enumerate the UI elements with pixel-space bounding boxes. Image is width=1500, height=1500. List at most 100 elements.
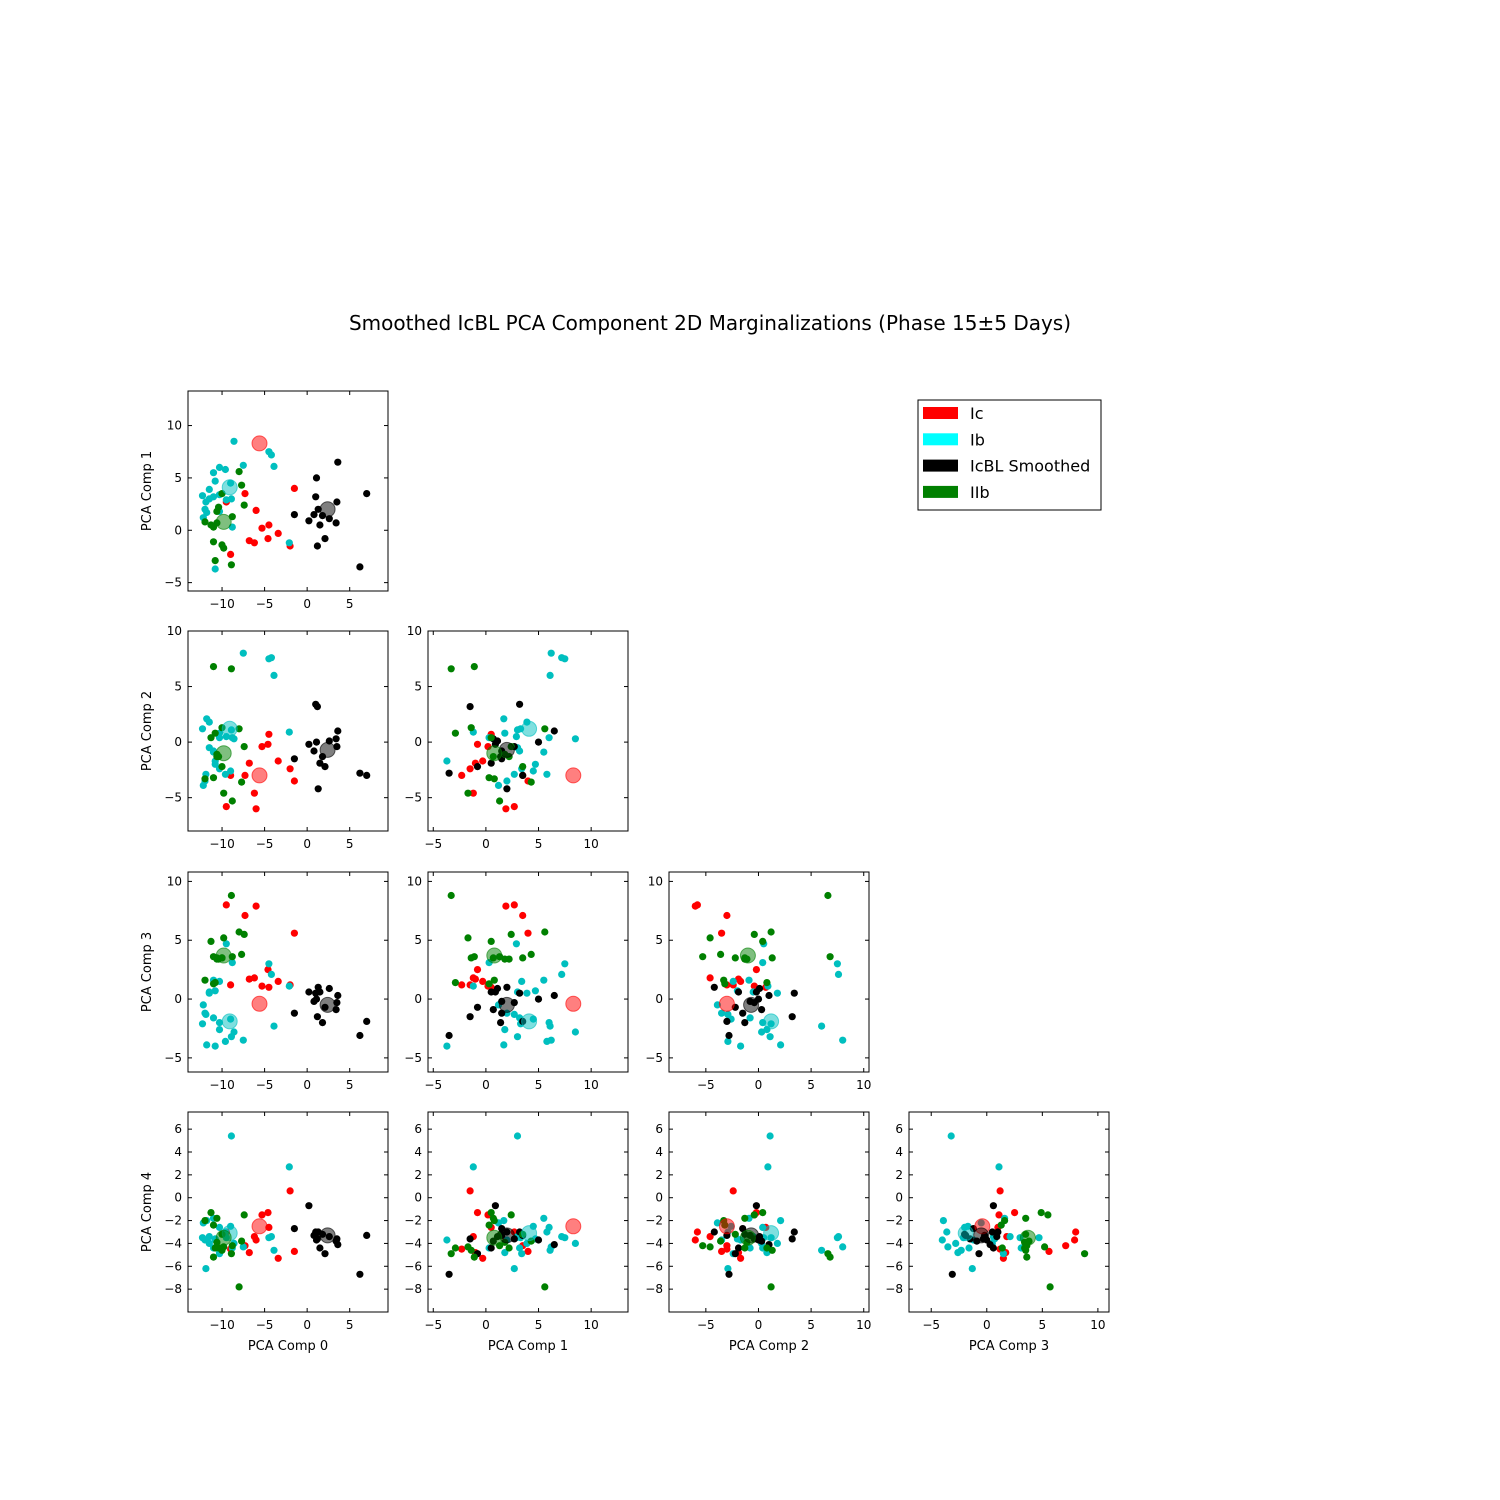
data-point	[198, 492, 207, 500]
data-point	[334, 991, 342, 1000]
data-point	[241, 911, 249, 920]
axes-frame	[187, 630, 389, 832]
x-tick-label: −10	[209, 597, 234, 611]
data-point	[363, 490, 371, 498]
data-point	[332, 519, 340, 527]
y-tick-label: 5	[174, 933, 182, 947]
data-point	[334, 458, 342, 466]
data-point	[274, 529, 282, 538]
data-point	[938, 1236, 946, 1244]
data-point	[227, 495, 235, 503]
data-point	[265, 521, 273, 529]
y-tick-label: −5	[164, 791, 182, 805]
data-point	[558, 654, 566, 662]
data-point	[519, 954, 527, 962]
mean-marker	[718, 1218, 735, 1235]
data-point	[777, 1041, 785, 1049]
data-point	[240, 743, 248, 751]
data-point	[491, 1202, 499, 1210]
data-point	[318, 1019, 327, 1027]
data-point	[765, 991, 773, 1000]
data-point	[485, 1221, 493, 1229]
y-tick-label: −8	[885, 1282, 903, 1296]
data-point	[531, 760, 540, 768]
axes-frame	[187, 390, 389, 592]
x-tick-label: 10	[856, 1078, 871, 1092]
data-point	[737, 1042, 745, 1050]
data-point	[759, 1209, 767, 1217]
data-point	[510, 901, 518, 909]
data-point	[312, 989, 320, 997]
data-point	[489, 1214, 497, 1222]
data-point	[512, 733, 521, 741]
y-tick-label: −5	[404, 791, 422, 805]
y-tick-label: 4	[895, 1145, 903, 1159]
data-point	[1081, 1250, 1089, 1258]
data-point	[239, 1036, 247, 1044]
mean-marker	[565, 1218, 582, 1235]
data-point	[752, 988, 761, 996]
data-point	[245, 759, 253, 767]
x-axis-label: PCA Comp 3	[969, 1339, 1049, 1354]
y-tick-label: 10	[407, 624, 422, 638]
y-tick-label: 2	[655, 1168, 663, 1182]
data-point	[706, 1243, 714, 1251]
x-tick-label: 10	[584, 1318, 599, 1332]
data-point	[227, 891, 235, 900]
data-point	[290, 484, 298, 492]
data-point	[490, 775, 498, 783]
y-tick-label: 0	[655, 992, 663, 1006]
data-point	[356, 563, 364, 571]
data-point	[993, 1233, 1001, 1241]
mean-marker	[251, 1218, 268, 1235]
data-point	[724, 1010, 732, 1019]
data-point	[356, 1270, 364, 1278]
data-point	[545, 1019, 553, 1027]
y-tick-label: 4	[655, 1145, 663, 1159]
data-point	[1001, 1217, 1009, 1225]
data-point	[228, 1242, 236, 1250]
data-point	[215, 1223, 224, 1231]
mean-marker	[486, 1229, 503, 1246]
mean-marker	[739, 947, 756, 964]
y-tick-label: 10	[648, 874, 663, 888]
data-point	[1041, 1243, 1049, 1251]
mean-marker	[319, 996, 336, 1013]
x-tick-label: −5	[256, 1078, 274, 1092]
data-point	[968, 1265, 976, 1273]
data-point	[241, 771, 249, 780]
data-point	[203, 1041, 211, 1049]
data-point	[818, 1022, 826, 1030]
data-point	[729, 1187, 737, 1195]
data-point	[545, 1223, 553, 1231]
data-point	[469, 982, 477, 990]
data-point	[788, 1235, 796, 1243]
data-point	[290, 1247, 298, 1255]
data-point	[312, 493, 320, 501]
data-point	[731, 1230, 739, 1238]
panel-comp0-comp3: −10 −5 0 5 −5 0 5 10 PCA Comp 3	[140, 871, 389, 1092]
data-point	[258, 982, 266, 990]
y-tick-label: 5	[414, 680, 422, 694]
data-point	[267, 1233, 275, 1241]
data-point	[238, 950, 246, 959]
data-point	[497, 1019, 505, 1027]
data-point	[531, 987, 540, 995]
data-point	[1021, 1244, 1029, 1252]
x-tick-label: 5	[535, 1318, 543, 1332]
data-point	[541, 928, 549, 936]
x-tick-label: −5	[697, 1318, 715, 1332]
x-tick-label: −5	[697, 1078, 715, 1092]
x-axis-label: PCA Comp 2	[729, 1339, 809, 1354]
data-point	[447, 665, 455, 673]
mean-marker	[221, 720, 238, 737]
data-point	[546, 1246, 554, 1254]
y-tick-label: 6	[414, 1122, 422, 1136]
data-point	[490, 976, 498, 984]
data-point	[518, 1250, 526, 1258]
data-point	[209, 469, 218, 477]
data-point	[513, 726, 522, 734]
legend: Ic Ib IcBL Smoothed IIb	[917, 399, 1102, 511]
data-point	[267, 970, 275, 979]
data-point	[952, 1239, 960, 1247]
